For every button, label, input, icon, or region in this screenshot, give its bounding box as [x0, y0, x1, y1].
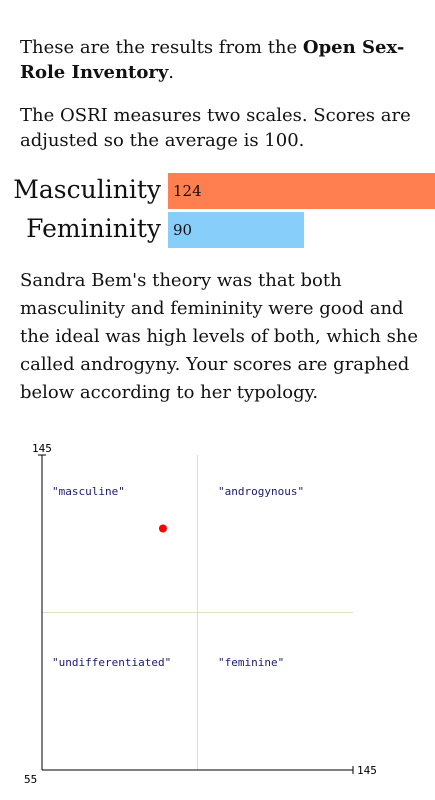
quadrant-label: "androgynous"	[218, 485, 304, 498]
theory: Sandra Bem's theory was that both mascul…	[20, 270, 419, 403]
bar: 90	[168, 212, 304, 248]
intro-end: .	[168, 62, 175, 83]
score-point	[158, 524, 167, 533]
y-tick-label: 55	[24, 773, 37, 786]
score-row: Masculinity 124	[0, 173, 435, 209]
quadrant-label: "undifferentiated"	[52, 656, 171, 669]
bar-value: 90	[173, 221, 193, 239]
score-label: Masculinity	[13, 175, 161, 204]
bar-value: 124	[173, 182, 202, 200]
bar: 124	[168, 173, 435, 209]
explanation: The OSRI measures two scales. Scores are…	[20, 105, 411, 151]
typology-plot: 145 55 145 "masculine" "androgynous" "undiffe…	[24, 442, 377, 786]
x-tick-label: 145	[357, 764, 377, 777]
quadrant-label: "masculine"	[52, 485, 125, 498]
score-label: Femininity	[26, 214, 161, 243]
quadrant-label: "feminine"	[218, 656, 284, 669]
y-tick-label: 145	[32, 442, 52, 455]
intro: These are the results from the Open Sex-…	[20, 35, 422, 85]
inventory-name: Open Sex-Role Inventory	[20, 37, 405, 83]
intro-text: These are the results from the	[20, 37, 303, 58]
score-row: Femininity 90	[0, 212, 435, 248]
